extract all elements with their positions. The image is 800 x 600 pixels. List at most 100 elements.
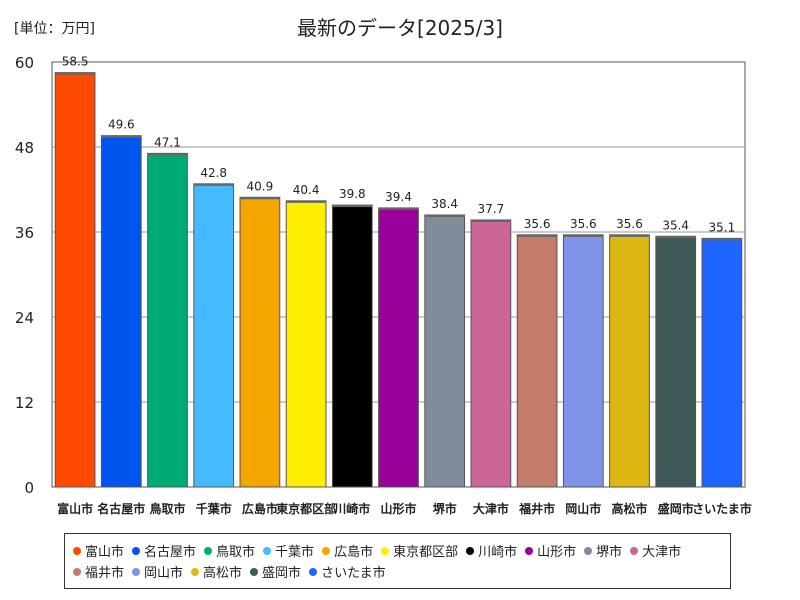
legend-marker: [132, 567, 141, 576]
legend-label: 大津市: [642, 545, 682, 560]
legend-item: 川崎市: [466, 540, 517, 561]
x-tick-label: 名古屋市: [97, 501, 145, 516]
legend-item: 広島市: [322, 540, 373, 561]
legend-marker: [309, 567, 318, 576]
legend-label: 盛岡市: [262, 566, 302, 581]
data-label: 39.4: [385, 190, 412, 204]
legend-label: さいたま市: [321, 566, 386, 581]
legend-label: 川崎市: [478, 545, 518, 560]
x-tick-label: 福井市: [518, 501, 555, 516]
legend-item: 福井市: [73, 561, 124, 582]
bar: [424, 214, 466, 488]
legend-marker: [73, 567, 81, 576]
legend-marker: [204, 546, 213, 555]
x-tick-label: 川崎市: [333, 501, 370, 516]
bar: [147, 152, 188, 488]
bar: [331, 204, 373, 488]
legend-item: 山形市: [525, 540, 576, 561]
bar: [655, 235, 697, 488]
data-label: 40.4: [293, 183, 320, 197]
legend-label: 堺市: [596, 545, 623, 560]
legend-label: 高松市: [203, 566, 243, 581]
x-tick-label: 鳥取市: [149, 501, 185, 516]
legend-marker: [191, 567, 200, 576]
x-tick-label: さいたま市: [692, 501, 752, 516]
legend-label: 東京都区部: [393, 545, 459, 560]
unit-label: [単位：万円]: [14, 21, 95, 37]
data-label: 35.6: [524, 217, 551, 231]
y-tick-label: 36: [15, 224, 34, 242]
data-label: 35.6: [616, 217, 643, 231]
data-label: 38.4: [431, 197, 458, 211]
data-label: 47.1: [154, 135, 181, 149]
x-tick-label: 東京都区部: [276, 501, 336, 516]
x-tick-label: 千葉市: [196, 501, 232, 516]
data-label: 35.4: [662, 218, 689, 232]
y-tick-label: 48: [15, 139, 34, 157]
legend-item: 鳥取市: [204, 540, 255, 561]
bar: [609, 234, 650, 488]
chart-svg: 0 12 24 36 48 60 58.5 富山市 49.6 名古屋市 47.1 鳥取市 42.8 千葉市…: [15, 54, 752, 516]
legend-item: さいたま市: [309, 561, 386, 582]
bar: [701, 237, 743, 488]
data-label: 37.7: [478, 202, 505, 216]
legend-marker: [630, 546, 639, 555]
legend: 富山市 名古屋市 鳥取市 千葉市 広島市 東京都区部 川崎市 山形市 堺市 大津市福井市 岡山市 高松…: [64, 533, 731, 589]
data-label: 58.5: [62, 55, 89, 69]
bar: [562, 234, 604, 488]
legend-item: 大津市: [630, 540, 681, 561]
x-tick-label: 広島市: [242, 501, 278, 516]
y-tick-label: 24: [15, 309, 34, 327]
legend-item: 高松市: [191, 561, 242, 582]
legend-label: 富山市: [85, 545, 125, 560]
legend-label: 鳥取市: [216, 545, 256, 560]
legend-label: 福井市: [85, 566, 125, 581]
x-tick-label: 高松市: [611, 501, 647, 516]
legend-label: 千葉市: [275, 545, 315, 560]
x-tick-label: 盛岡市: [658, 501, 694, 516]
legend-item: 名古屋市: [132, 540, 196, 561]
legend-label: 山形市: [537, 545, 577, 560]
legend-marker: [322, 546, 331, 555]
legend-item: 盛岡市: [250, 561, 301, 582]
legend-label: 広島市: [334, 545, 374, 560]
legend-item: 岡山市: [132, 561, 183, 582]
x-tick-label: 岡山市: [565, 501, 601, 516]
legend-marker: [250, 567, 259, 576]
legend-marker: [466, 546, 475, 555]
legend-item: 東京都区部: [381, 540, 458, 561]
data-label: 49.6: [108, 118, 135, 132]
data-label: 39.8: [339, 187, 366, 201]
x-tick-label: 山形市: [380, 501, 416, 516]
x-tick-label: 大津市: [473, 501, 509, 516]
bar: [470, 219, 512, 488]
legend-item: 富山市: [73, 540, 124, 561]
bar: [285, 200, 327, 488]
data-label: 40.9: [247, 179, 274, 193]
legend-label: 岡山市: [144, 566, 184, 581]
legend-marker: [132, 546, 141, 555]
legend-marker: [584, 546, 593, 555]
legend-marker: [525, 546, 534, 555]
bar: [54, 72, 96, 488]
chart-title: 最新のデータ[2025/3]: [297, 16, 503, 40]
y-tick-label: 12: [15, 394, 34, 412]
x-tick-label: 堺市: [433, 501, 457, 516]
bar: [239, 196, 281, 488]
bar: [378, 207, 419, 488]
bar: [100, 135, 142, 488]
data-label: 42.8: [200, 166, 227, 180]
bar: [516, 234, 558, 488]
legend-marker: [263, 546, 272, 555]
legend-item: 千葉市: [263, 540, 314, 561]
y-tick-label: 60: [15, 54, 34, 72]
x-tick-label: 富山市: [57, 501, 93, 516]
y-tick-label: 0: [24, 479, 34, 497]
legend-label: 名古屋市: [144, 545, 197, 560]
data-label: 35.1: [709, 220, 736, 234]
bar: [193, 183, 235, 488]
legend-marker: [381, 546, 390, 555]
legend-marker: [73, 546, 81, 555]
legend-item: 堺市: [584, 540, 622, 561]
